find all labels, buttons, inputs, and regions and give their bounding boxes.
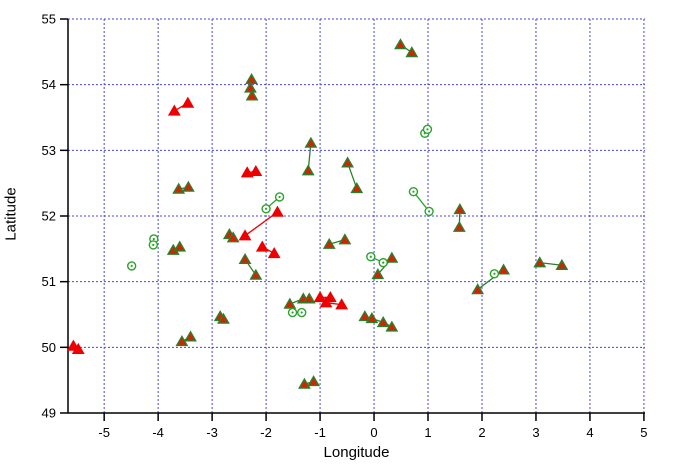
linked-triangle-pairs-triangle-marker: [341, 156, 355, 168]
x-tick-label: 0: [370, 425, 377, 440]
x-tick-label: 4: [586, 425, 593, 440]
linked-triangle-pairs-triangle-marker: [184, 330, 197, 342]
y-tick-label: 55: [42, 12, 56, 27]
linked-triangle-pairs-triangle-marker: [471, 283, 485, 295]
linked-triangle-pairs-triangle-marker: [244, 81, 257, 93]
linked-triangle-pairs-triangle-marker: [245, 73, 258, 85]
linked-triangle-pairs-triangle-marker: [394, 38, 407, 50]
y-tick-label: 52: [42, 209, 56, 224]
linked-open-circle-pairs-circle-center-dot: [291, 311, 294, 314]
y-axis-title: Latitude: [2, 187, 20, 241]
linked-red-triangle-pairs-triangle-marker: [255, 240, 269, 252]
linked-red-triangle-pairs-triangle-marker: [238, 229, 252, 241]
linked-open-circle-pairs-circle-center-dot: [493, 272, 496, 275]
linked-triangle-pairs-triangle-marker: [385, 251, 399, 263]
linked-red-triangle-pairs-triangle-marker: [271, 205, 284, 217]
linked-triangle-pairs-triangle-marker: [245, 89, 259, 101]
linked-triangle-pairs-triangle-marker: [405, 46, 419, 58]
x-tick-label: -5: [98, 425, 110, 440]
linked-triangle-pairs-triangle-marker: [301, 164, 315, 176]
y-tick-label: 50: [42, 340, 56, 355]
linked-open-circle-pairs-circle-center-dot: [152, 243, 155, 246]
linked-triangle-pairs-triangle-marker: [452, 220, 466, 232]
linked-open-circle-pairs-circle-center-dot: [369, 255, 372, 258]
linked-triangle-pairs-triangle-marker: [238, 252, 252, 265]
linked-triangle-pairs-triangle-marker: [302, 292, 316, 304]
linked-triangle-pairs-triangle-marker: [338, 233, 352, 245]
x-tick-label: 2: [478, 425, 485, 440]
linked-triangle-pairs-triangle-marker: [304, 136, 318, 148]
linked-triangle-pairs-triangle-marker: [453, 203, 467, 215]
linked-open-circle-pairs-circle-center-dot: [300, 311, 303, 314]
linked-triangle-pairs-triangle-marker: [322, 237, 336, 249]
linked-red-triangle-pairs-triangle-marker: [167, 104, 181, 116]
linked-triangle-pairs-triangle-marker: [358, 310, 372, 322]
linked-red-triangle-pairs-triangle-marker: [313, 291, 327, 303]
x-tick-label: -4: [152, 425, 164, 440]
linked-open-circle-pairs-circle-center-dot: [427, 210, 431, 213]
linked-triangle-pairs-triangle-marker: [181, 180, 195, 192]
linked-triangle-pairs-triangle-marker: [533, 256, 547, 268]
linked-red-triangle-pairs-triangle-marker: [249, 164, 263, 177]
linked-triangle-pairs-triangle-marker: [376, 315, 390, 328]
linked-red-triangle-pairs-triangle-marker: [267, 247, 281, 259]
linked-triangle-pairs-triangle-marker: [226, 231, 240, 243]
y-tick-label: 51: [42, 274, 56, 289]
linked-open-circle-pairs-circle-center-dot: [130, 264, 133, 268]
linked-red-triangle-pairs-triangle-marker: [323, 291, 337, 303]
y-tick-label: 53: [42, 143, 56, 158]
linked-open-circle-pairs-circle-center-dot: [426, 128, 429, 131]
linked-red-triangle-pairs-triangle-marker: [240, 166, 254, 178]
x-tick-label: -1: [314, 425, 326, 440]
linked-triangle-pairs-triangle-marker: [385, 320, 399, 332]
linked-triangle-pairs-triangle-marker: [350, 182, 364, 194]
x-tick-label: 1: [424, 425, 431, 440]
linked-triangle-pairs-triangle-marker: [298, 377, 311, 389]
linked-triangle-pairs-triangle-marker: [173, 240, 187, 252]
linked-open-circle-pairs-circle-center-dot: [264, 207, 268, 210]
x-tick-label: -2: [260, 425, 272, 440]
linked-open-circle-pairs-circle-center-dot: [412, 190, 415, 193]
x-axis-title: Longitude: [323, 444, 390, 461]
x-tick-label: 5: [640, 425, 647, 440]
y-tick-label: 49: [42, 406, 56, 421]
linked-triangle-pairs-triangle-marker: [172, 182, 186, 194]
linked-triangle-pairs-triangle-marker: [249, 268, 263, 280]
x-tick-label: -3: [206, 425, 218, 440]
linked-open-circle-pairs-circle-center-dot: [278, 195, 281, 199]
linked-triangle-pairs-triangle-marker: [371, 268, 385, 280]
y-tick-label: 54: [42, 77, 56, 92]
linked-red-triangle-pairs-triangle-marker: [71, 342, 85, 355]
linked-red-triangle-pairs-triangle-marker: [335, 298, 349, 310]
linked-triangle-pairs-triangle-marker: [365, 312, 379, 324]
linked-triangle-pairs-triangle-marker: [497, 263, 510, 275]
linked-red-triangle-pairs-triangle-marker: [319, 296, 333, 308]
linked-triangle-pairs-triangle-marker: [217, 312, 230, 324]
linked-triangle-pairs-triangle-marker: [283, 297, 297, 309]
linked-triangle-pairs-triangle-marker: [555, 258, 569, 270]
linked-triangle-pairs-triangle-marker: [307, 375, 321, 387]
linked-red-triangle-pairs-triangle-marker: [181, 96, 195, 108]
x-tick-label: 3: [532, 425, 539, 440]
linked-open-circle-pairs-circle-center-dot: [152, 237, 155, 241]
linked-open-circle-pairs-circle-center-dot: [382, 261, 385, 264]
